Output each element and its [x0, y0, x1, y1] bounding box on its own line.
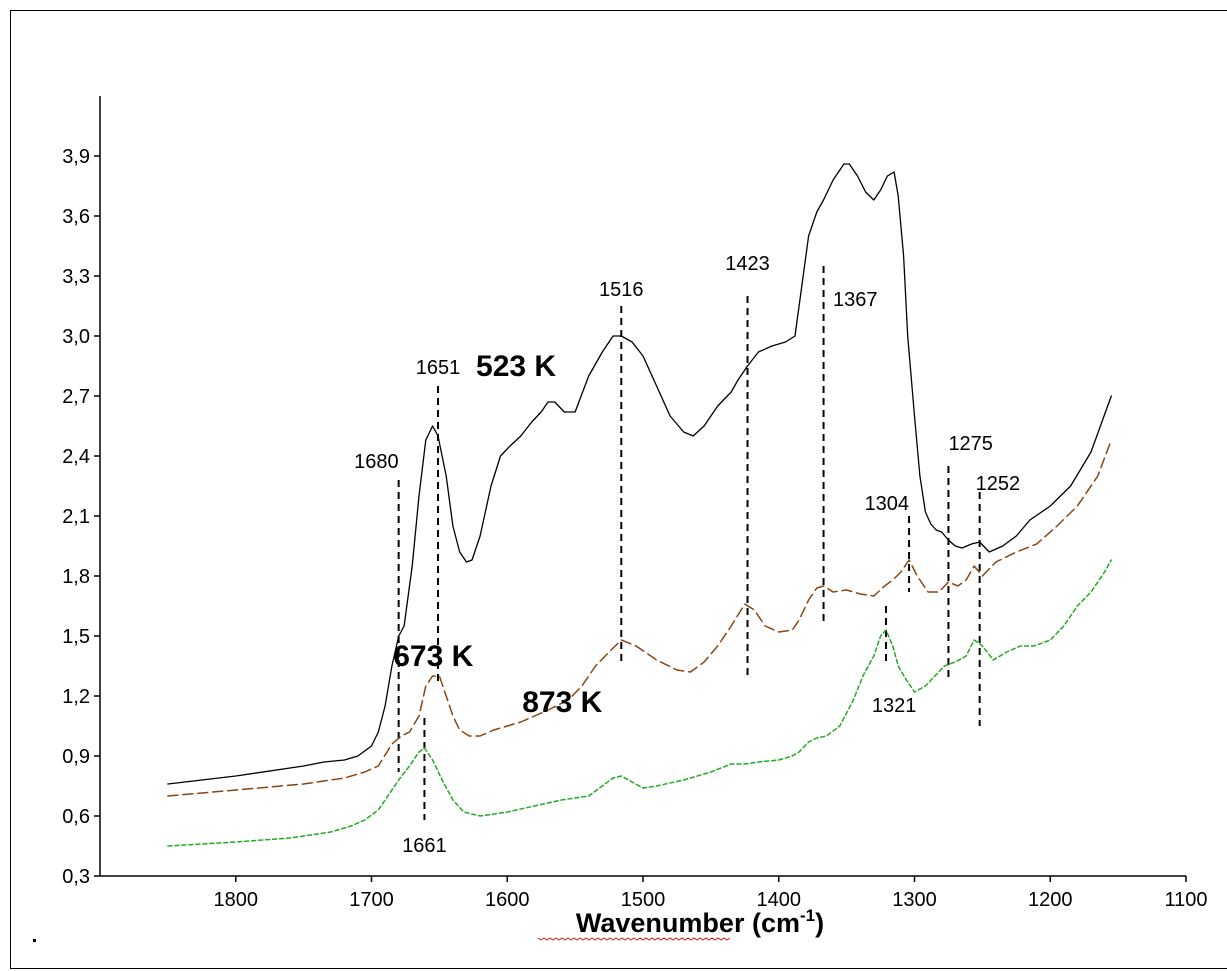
y-tick-label: 1,5 — [62, 626, 90, 648]
y-tick-label: 2,7 — [62, 386, 90, 408]
y-tick-label: 0,9 — [62, 746, 90, 768]
series-line — [167, 439, 1113, 797]
series-line — [167, 163, 1112, 785]
x-tick-label: 1400 — [757, 889, 802, 911]
x-tick-label: 1200 — [1028, 889, 1073, 911]
peak-label: 1321 — [872, 695, 917, 717]
series-lines — [167, 163, 1113, 847]
peak-label: 1423 — [725, 253, 770, 275]
series-label: 673 K — [393, 640, 473, 673]
peak-label: 1275 — [948, 433, 993, 455]
y-tick-label: 3,6 — [62, 206, 90, 228]
chart-frame — [10, 10, 1227, 969]
series-labels: 523 K 673 K 873 K — [393, 350, 602, 719]
spellcheck-underline — [537, 937, 731, 941]
series-line — [167, 559, 1113, 847]
peak-label: 1252 — [976, 473, 1021, 495]
x-axis-title-main: Wavenumber (cm — [576, 908, 800, 938]
y-tick-label: 0,3 — [62, 866, 90, 888]
peak-label: 1661 — [402, 835, 447, 857]
peak-label: 1367 — [833, 289, 878, 311]
x-tick-label: 1600 — [485, 889, 530, 911]
y-tick-label: 2,4 — [62, 446, 90, 468]
y-tick-label: 0,6 — [62, 806, 90, 828]
x-axis-title-superscript: -1 — [800, 906, 815, 925]
y-tick-label: 1,2 — [62, 686, 90, 708]
x-tick-label: 1800 — [214, 889, 259, 911]
peak-label: 1516 — [599, 279, 644, 301]
corner-dot — [33, 939, 36, 942]
x-axis-title-close: ) — [815, 908, 824, 938]
x-tick-label: 1100 — [1164, 889, 1207, 911]
peak-markers: 1680 1651 1661 1516 1423 1367 1304 1321 1275 1252 — [354, 253, 1020, 857]
axes — [99, 96, 1186, 877]
x-tick-label: 1500 — [621, 889, 666, 911]
x-tick-label: 1300 — [892, 889, 937, 911]
peak-label: 1304 — [865, 493, 910, 515]
y-tick-label: 1,8 — [62, 566, 90, 588]
series-label: 523 K — [476, 350, 556, 383]
x-ticks: 1800 1700 1600 1500 1400 1300 1200 1100 — [214, 876, 1208, 911]
y-tick-label: 2,1 — [62, 506, 90, 528]
y-tick-label: 3,0 — [62, 326, 90, 348]
series-label: 873 K — [522, 686, 602, 719]
peak-label: 1680 — [354, 451, 399, 473]
y-tick-label: 3,9 — [62, 146, 90, 168]
y-ticks: 0,3 0,6 0,9 1,2 1,5 1,8 2,1 2,4 2,7 3,0 3,3 3,6 3,9 — [62, 146, 100, 888]
x-axis-title: Wavenumber (cm-1) — [576, 906, 824, 938]
y-tick-label: 3,3 — [62, 266, 90, 288]
x-tick-label: 1700 — [349, 889, 394, 911]
peak-label: 1651 — [416, 357, 461, 379]
